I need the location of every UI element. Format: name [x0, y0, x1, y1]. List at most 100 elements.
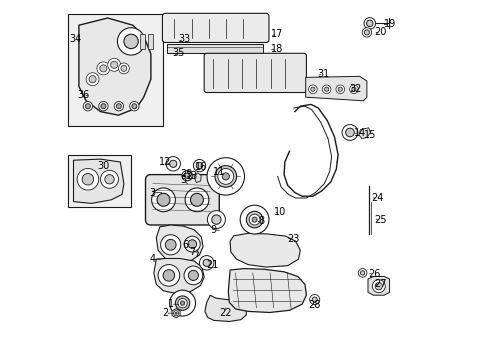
Text: 27: 27: [374, 279, 386, 289]
Circle shape: [101, 170, 118, 188]
Circle shape: [121, 66, 126, 71]
Circle shape: [151, 188, 175, 212]
Circle shape: [89, 76, 96, 83]
Text: 11: 11: [213, 167, 225, 177]
Text: 13: 13: [186, 171, 198, 181]
FancyBboxPatch shape: [162, 13, 268, 42]
Text: 20: 20: [374, 27, 386, 37]
Circle shape: [345, 128, 354, 137]
Circle shape: [158, 265, 179, 286]
Bar: [167, 44, 262, 53]
Text: 2: 2: [162, 308, 168, 318]
Circle shape: [371, 280, 385, 293]
Text: 8: 8: [258, 216, 264, 226]
Bar: [140, 34, 145, 49]
Circle shape: [82, 174, 94, 185]
Circle shape: [169, 290, 195, 316]
Text: 22: 22: [219, 308, 231, 318]
Polygon shape: [194, 173, 201, 183]
Circle shape: [86, 73, 99, 86]
Text: 21: 21: [206, 260, 219, 270]
Text: 1: 1: [167, 299, 173, 309]
Circle shape: [185, 173, 190, 178]
Polygon shape: [73, 159, 123, 203]
Circle shape: [207, 211, 225, 229]
Circle shape: [249, 214, 260, 225]
Text: 9: 9: [210, 225, 217, 235]
Circle shape: [114, 102, 123, 111]
Circle shape: [118, 63, 129, 74]
Circle shape: [132, 104, 137, 109]
Circle shape: [218, 168, 233, 184]
Circle shape: [310, 87, 314, 91]
Circle shape: [160, 235, 181, 255]
Circle shape: [206, 158, 244, 195]
Circle shape: [116, 104, 121, 109]
Circle shape: [157, 193, 170, 206]
Text: 12: 12: [159, 157, 171, 167]
Circle shape: [335, 85, 344, 94]
Circle shape: [337, 87, 342, 91]
Polygon shape: [204, 295, 246, 321]
Circle shape: [77, 168, 99, 190]
Text: 4: 4: [149, 254, 156, 264]
FancyBboxPatch shape: [204, 53, 306, 93]
Circle shape: [309, 294, 319, 305]
Circle shape: [100, 65, 107, 72]
Text: 28: 28: [308, 300, 320, 310]
Circle shape: [324, 87, 328, 91]
Circle shape: [180, 301, 184, 305]
Circle shape: [117, 28, 144, 55]
Circle shape: [311, 297, 317, 302]
Circle shape: [363, 18, 375, 29]
Polygon shape: [367, 276, 389, 295]
Text: 36: 36: [77, 90, 89, 100]
Polygon shape: [156, 225, 203, 262]
Circle shape: [129, 102, 139, 111]
Circle shape: [107, 58, 121, 71]
Text: 3: 3: [149, 188, 156, 198]
Circle shape: [364, 30, 368, 35]
Text: 24: 24: [371, 193, 383, 203]
Circle shape: [85, 104, 90, 109]
Circle shape: [166, 157, 180, 171]
FancyBboxPatch shape: [145, 175, 219, 225]
Text: 17: 17: [270, 29, 283, 39]
Circle shape: [211, 215, 221, 224]
Text: 32: 32: [348, 84, 361, 94]
Circle shape: [97, 62, 110, 75]
Circle shape: [173, 311, 178, 316]
Circle shape: [351, 87, 355, 91]
Text: 14: 14: [353, 128, 365, 138]
Circle shape: [123, 34, 138, 49]
Circle shape: [196, 162, 203, 169]
Text: 5: 5: [180, 175, 186, 185]
Polygon shape: [358, 128, 370, 139]
Text: 30: 30: [97, 161, 109, 171]
Text: 31: 31: [317, 69, 329, 79]
Circle shape: [322, 85, 330, 94]
Circle shape: [215, 166, 236, 187]
Circle shape: [358, 269, 366, 277]
Circle shape: [165, 239, 176, 250]
Circle shape: [187, 240, 196, 248]
Text: 19: 19: [384, 19, 396, 30]
Text: 10: 10: [274, 207, 286, 217]
Circle shape: [360, 271, 364, 275]
Text: 15: 15: [363, 130, 375, 140]
Polygon shape: [230, 233, 300, 267]
Circle shape: [183, 266, 203, 285]
Circle shape: [240, 205, 268, 234]
Text: 29: 29: [181, 169, 193, 179]
Circle shape: [182, 171, 192, 181]
Circle shape: [110, 61, 118, 68]
Circle shape: [185, 188, 208, 212]
Text: 23: 23: [286, 234, 299, 244]
Circle shape: [99, 102, 108, 111]
Text: 35: 35: [172, 48, 185, 58]
Circle shape: [342, 125, 357, 140]
Text: 33: 33: [178, 34, 190, 44]
Circle shape: [190, 193, 203, 206]
Circle shape: [184, 173, 189, 178]
Polygon shape: [153, 258, 204, 293]
